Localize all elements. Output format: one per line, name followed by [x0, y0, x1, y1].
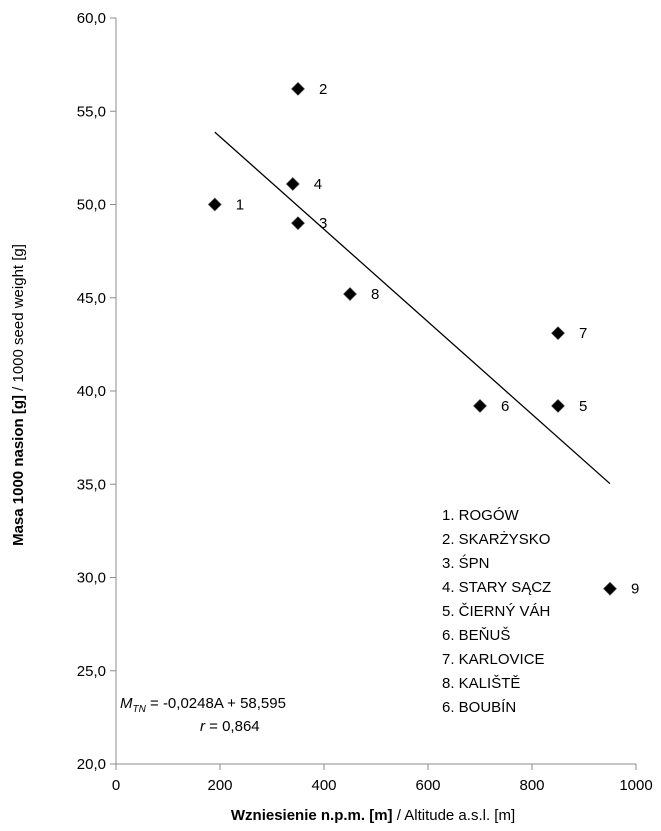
x-tick-label: 600: [415, 777, 440, 794]
data-point-label: 6: [501, 398, 509, 415]
y-tick-label: 25,0: [77, 663, 106, 680]
legend-item: 6. BEŇUŠ: [442, 627, 510, 644]
x-axis-title-rest: / Altitude a.s.l. [m]: [393, 807, 516, 824]
axes: [115, 18, 636, 765]
equation-subscript: TN: [133, 704, 147, 715]
data-point-2: [291, 81, 305, 96]
y-tick-label: 55,0: [77, 103, 106, 120]
data-point-1: [207, 197, 222, 212]
x-tick-label: 800: [519, 777, 544, 794]
x-tick-label: 0: [112, 777, 120, 794]
legend-item: 1. ROGÓW: [442, 507, 520, 524]
y-axis-title-rest: / 1000 seed weight [g]: [10, 244, 27, 395]
data-point-label: 8: [371, 286, 379, 303]
data-point-label: 5: [579, 398, 587, 415]
regression-equation: MTN = -0,0248A + 58,595: [120, 695, 286, 715]
legend-item: 7. KARLOVICE: [442, 651, 545, 668]
y-axis-title-bold: Masa 1000 nasion [g]: [10, 395, 27, 546]
data-point-9: [603, 581, 617, 596]
data-point-label: 3: [319, 215, 327, 232]
equation-var: M: [120, 695, 133, 712]
data-point-label: 4: [314, 176, 322, 193]
legend: 1. ROGÓW 2. SKARŻYSKO 3. ŚPN 4. STARY SĄCZ 5…: [442, 507, 551, 716]
trendline: [214, 131, 611, 485]
x-axis-title: Wzniesienie n.p.m. [m] / Altitude a.s.l.…: [231, 807, 515, 824]
data-point-label: 1: [236, 197, 244, 214]
y-tick-label: 20,0: [77, 756, 106, 773]
data-points: 1 2 3 4 5 6 7 8 9: [207, 81, 639, 598]
data-point-label: 2: [319, 81, 327, 98]
legend-item: 8. KALIŠTĚ: [442, 675, 520, 692]
data-point-3: [291, 216, 305, 231]
x-tick-label: 400: [311, 777, 336, 794]
data-point-4: [285, 177, 300, 191]
legend-item: 5. ČIERNÝ VÁH: [442, 603, 550, 620]
data-point-6: [473, 398, 487, 413]
r-var: r: [200, 718, 206, 735]
y-tick-label: 30,0: [77, 570, 106, 587]
r-rhs: = 0,864: [205, 718, 260, 735]
legend-item: 6. BOUBÍN: [442, 699, 516, 716]
legend-item: 3. ŚPN: [442, 554, 490, 572]
legend-item: 4. STARY SĄCZ: [442, 579, 551, 596]
equation-rhs: = -0,0248A + 58,595: [146, 695, 286, 712]
data-point-label: 9: [631, 581, 639, 598]
x-tick-label: 1000: [619, 777, 652, 794]
data-point-label: 7: [579, 325, 587, 342]
correlation-coefficient: r = 0,864: [200, 718, 260, 735]
data-point-5: [551, 398, 565, 413]
y-axis-title: Masa 1000 nasion [g] / 1000 seed weight …: [10, 244, 27, 546]
y-tick-label: 35,0: [77, 476, 106, 493]
data-point-8: [343, 287, 357, 301]
x-ticks: 0 200 400 600 800 1000: [112, 764, 653, 794]
y-tick-label: 60,0: [77, 10, 106, 27]
x-axis-title-bold: Wzniesienie n.p.m. [m]: [231, 807, 393, 824]
x-tick-label: 200: [207, 777, 232, 794]
y-tick-label: 50,0: [77, 197, 106, 214]
y-tick-label: 40,0: [77, 383, 106, 400]
legend-item: 2. SKARŻYSKO: [442, 530, 550, 548]
y-tick-label: 45,0: [77, 290, 106, 307]
data-point-7: [551, 326, 565, 341]
y-ticks: 20,0 25,0 30,0 35,0 40,0 45,0 50,0 55,0 60,0: [77, 10, 116, 773]
